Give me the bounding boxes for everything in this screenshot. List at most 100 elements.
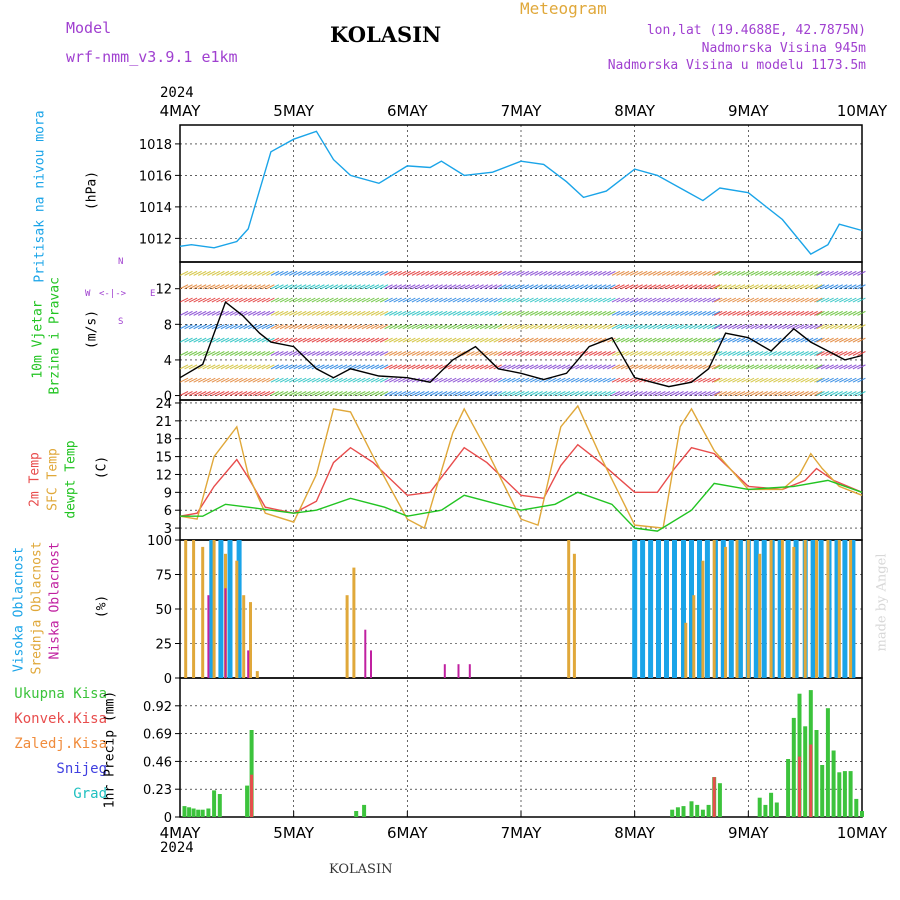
wind-arrow [229, 391, 239, 397]
wind-arrow [288, 297, 298, 303]
y-tick-label-2-6: 6 [164, 504, 172, 519]
wind-arrow [443, 310, 452, 316]
wind-arrow [411, 337, 421, 343]
dewpt-line [180, 479, 863, 532]
wind-arrow [782, 284, 791, 290]
wind-arrow [579, 364, 589, 370]
cloud-high-bar [218, 540, 224, 678]
wind-arrow [197, 364, 207, 370]
footer-station: KOLASIN [329, 862, 393, 877]
wind-arrow [839, 337, 848, 343]
wind-arrow [266, 297, 275, 303]
wind-arrow [507, 391, 516, 397]
cloud-high-bar [793, 540, 799, 678]
wind-arrow [379, 391, 389, 397]
wind-arrow [693, 350, 703, 356]
wind-arrow [461, 350, 471, 356]
wind-arrow [457, 297, 466, 303]
wind-arrow [702, 350, 712, 356]
wind-arrow [800, 270, 809, 276]
wind-arrow [607, 350, 616, 356]
cloud-mid-bar [242, 595, 246, 678]
wind-arrow [216, 350, 225, 356]
wind-arrow [316, 324, 325, 330]
wind-dir-e: E [150, 289, 156, 299]
wind-arrow [179, 391, 189, 397]
wind-arrow [575, 364, 584, 370]
y-tick-label-1-12: 12 [155, 283, 172, 298]
precip-total-bar [700, 809, 705, 817]
wind-arrow [361, 310, 371, 316]
wind-arrow [334, 297, 343, 303]
wind-arrow [657, 270, 666, 276]
wind-arrow [648, 364, 657, 370]
wind-arrow [434, 337, 443, 343]
wind-arrow [197, 377, 207, 383]
wind-arrow [675, 350, 684, 356]
model-elevation-label: Nadmorska Visina u modelu 1173.5m [607, 58, 866, 73]
wind-arrow [257, 350, 266, 356]
y-tick-label-2-21: 21 [155, 415, 172, 430]
wind-arrow [702, 337, 712, 343]
wind-arrow [786, 364, 796, 370]
wind-arrow [302, 324, 312, 330]
wind-arrow [243, 364, 252, 370]
wind-arrow [814, 391, 823, 397]
wind-arrow [529, 350, 539, 356]
cloud-mid-bar [792, 546, 796, 678]
precip-total-bar [249, 730, 254, 817]
wind-arrow [311, 337, 321, 343]
wind-arrow [466, 377, 475, 383]
wind-arrow [375, 364, 384, 370]
wind-arrow [814, 337, 823, 343]
wind-arrow [293, 391, 302, 397]
wind-arrow [275, 297, 284, 303]
wind-arrow [388, 391, 398, 397]
wind-arrow [475, 337, 484, 343]
wind-arrow [666, 324, 675, 330]
wind-arrow [188, 324, 198, 330]
wind-arrow [629, 270, 639, 276]
x-tick-bottom-5MAY: 5MAY [273, 824, 315, 842]
wind-arrow [848, 350, 857, 356]
wind-arrow [479, 391, 489, 397]
wind-arrow [534, 270, 543, 276]
wind-arrow [357, 284, 366, 290]
wind-arrow [588, 391, 598, 397]
wind-arrow [502, 350, 512, 356]
wind-arrow [279, 350, 289, 356]
wind-arrow [320, 364, 330, 370]
wind-arrow [638, 337, 648, 343]
cloud-mid-bar [572, 553, 576, 678]
precip-total-bar [670, 809, 675, 817]
wind-arrow [741, 324, 750, 330]
wind-arrow [457, 364, 466, 370]
wind-arrow [782, 337, 791, 343]
wind-arrow [416, 364, 425, 370]
wind-arrow [225, 297, 234, 303]
wind-arrow [616, 377, 625, 383]
wind-arrow [297, 297, 307, 303]
wind-arrow [302, 284, 312, 290]
wind-arrow [648, 310, 657, 316]
wind-arrow [754, 350, 764, 356]
wind-arrow [275, 324, 284, 330]
wind-arrow [741, 391, 750, 397]
wind-arrow [684, 364, 693, 370]
wind-arrow [516, 350, 525, 356]
wind-arrow [820, 324, 830, 330]
wind-arrow [723, 350, 732, 356]
wind-arrow [498, 364, 507, 370]
wind-arrow [402, 310, 412, 316]
sfctemp-line [179, 404, 863, 530]
wind-arrow [347, 284, 357, 290]
wind-arrow [502, 270, 512, 276]
wind-arrow [220, 297, 230, 303]
wind-arrow [438, 310, 448, 316]
wind-arrow [511, 324, 521, 330]
wind-arrow [434, 377, 443, 383]
wind-arrow [548, 391, 557, 397]
x-tick-top-6MAY: 6MAY [387, 102, 429, 120]
wind-arrow [484, 391, 493, 397]
wind-arrow [693, 270, 703, 276]
